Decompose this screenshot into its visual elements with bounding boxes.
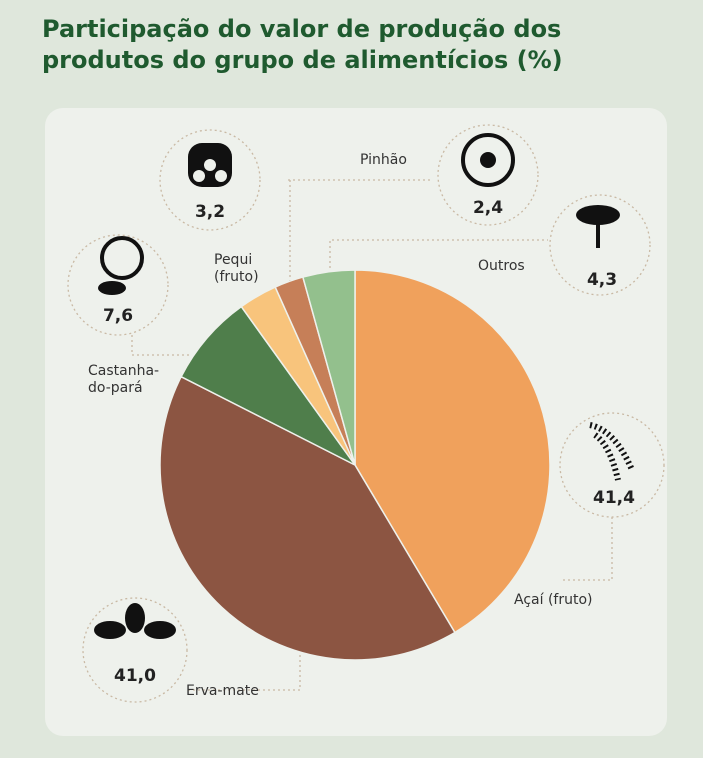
leader xyxy=(560,517,613,581)
icon xyxy=(193,170,205,182)
icon-circle xyxy=(82,597,188,703)
leader xyxy=(131,335,190,356)
icon xyxy=(100,236,144,280)
icon xyxy=(593,432,621,481)
category-label: Açaí (fruto) xyxy=(514,592,593,608)
value-label: 41,0 xyxy=(114,666,156,686)
value-label: 7,6 xyxy=(102,306,134,326)
leader xyxy=(185,640,301,691)
pie-slice xyxy=(301,269,356,466)
chart-title: Participação do valor de produção dos pr… xyxy=(42,15,563,74)
icon-circle xyxy=(159,129,261,231)
icon xyxy=(215,170,227,182)
leaders xyxy=(67,124,665,703)
value-label: 41,4 xyxy=(593,488,635,508)
pie-slice xyxy=(354,269,551,634)
icon xyxy=(461,133,515,187)
icon xyxy=(94,621,126,639)
icons xyxy=(94,133,635,639)
category-label: Pinhão xyxy=(360,152,407,168)
icon xyxy=(576,205,620,225)
category-label: Erva-mate xyxy=(186,683,259,699)
pie-slice xyxy=(180,305,356,466)
pie-slice xyxy=(159,375,456,661)
icon xyxy=(125,603,145,633)
icon-circle xyxy=(437,124,539,226)
value-label: 2,4 xyxy=(472,198,504,218)
value-label: 3,2 xyxy=(194,202,226,222)
icon-circle xyxy=(549,194,651,296)
category-label: Castanha-do-pará xyxy=(88,363,160,396)
icon xyxy=(596,218,600,248)
icon xyxy=(480,152,496,168)
value-label: 4,3 xyxy=(586,270,618,290)
category-label: Outros xyxy=(478,258,525,274)
icon xyxy=(98,281,126,295)
category-label: Pequi (fruto) xyxy=(214,252,259,285)
icon xyxy=(144,621,176,639)
icon-circle xyxy=(67,234,169,336)
icon xyxy=(204,159,216,171)
icon xyxy=(589,422,635,472)
pie xyxy=(159,269,551,661)
